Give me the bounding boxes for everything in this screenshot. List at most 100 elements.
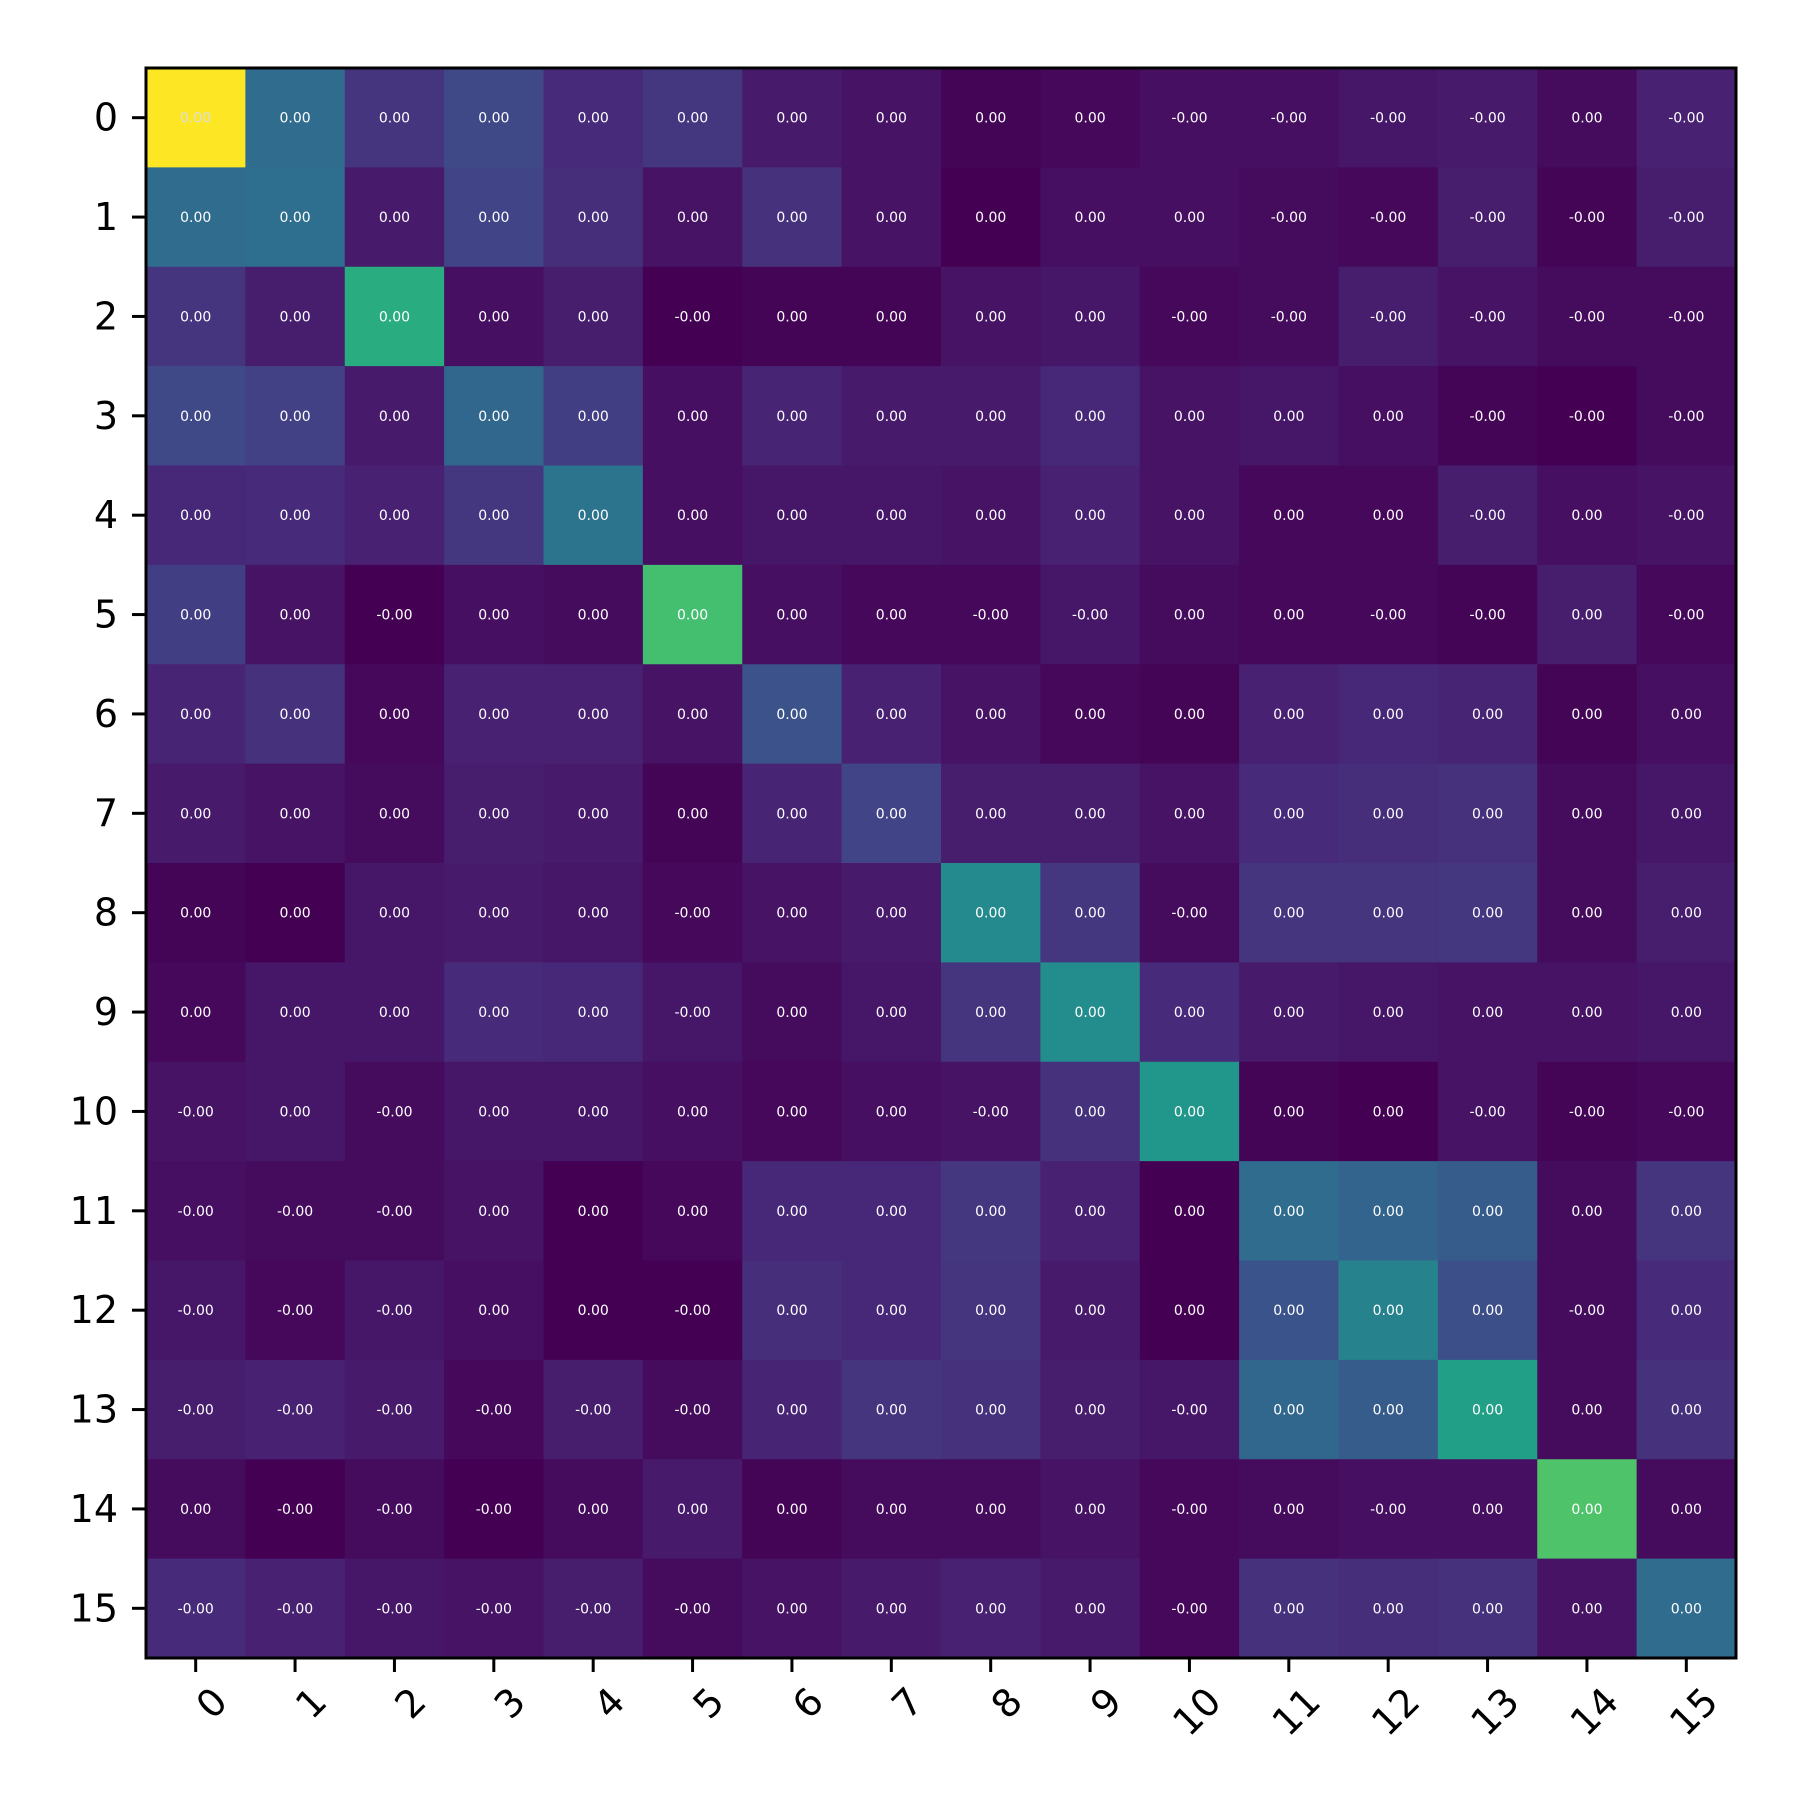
heatmap-cell-r1-c7 — [841, 167, 942, 268]
cell-value-label: -0.00 — [674, 906, 710, 922]
heatmap-cell-r5-c1 — [245, 564, 346, 665]
heatmap-cell-r9-c10 — [1139, 962, 1240, 1063]
heatmap-cell-r0-c4 — [543, 68, 644, 168]
heatmap-cell-r14-c7 — [841, 1459, 942, 1560]
heatmap-cell-r4-c4 — [543, 465, 644, 566]
cell-value-label: 0.00 — [478, 309, 509, 325]
heatmap-cell-r1-c12 — [1338, 167, 1439, 268]
cell-value-label: 0.00 — [677, 806, 708, 822]
cell-value-label: 0.00 — [379, 210, 410, 226]
cell-value-label: 0.00 — [876, 1204, 907, 1220]
heatmap-cell-r6-c7 — [841, 664, 942, 765]
cell-value-label: 0.00 — [1174, 210, 1205, 226]
cell-value-label: 0.00 — [1174, 1204, 1205, 1220]
cell-value-label: 0.00 — [975, 508, 1006, 524]
heatmap-cell-r15-c11 — [1239, 1558, 1340, 1659]
heatmap-cell-r15-c5 — [642, 1558, 743, 1659]
heatmap-cell-r15-c10 — [1139, 1558, 1240, 1659]
cell-value-label: 0.00 — [578, 1204, 609, 1220]
heatmap-cell-r7-c11 — [1239, 763, 1340, 864]
heatmap-cell-r11-c7 — [841, 1161, 942, 1262]
cell-value-label: 0.00 — [776, 1303, 807, 1319]
heatmap-cell-r4-c5 — [642, 465, 743, 566]
cell-value-label: 0.00 — [677, 210, 708, 226]
cell-value-label: 0.00 — [279, 111, 310, 127]
cell-value-label: 0.00 — [379, 1005, 410, 1021]
cell-value-label: -0.00 — [1370, 309, 1406, 325]
heatmap-cell-r2-c14 — [1537, 266, 1638, 367]
heatmap-cell-r4-c1 — [245, 465, 346, 566]
heatmap-cell-r10-c8 — [941, 1061, 1041, 1162]
cell-value-label: 0.00 — [279, 906, 310, 922]
cell-value-label: 0.00 — [1373, 1005, 1404, 1021]
cell-value-label: -0.00 — [1469, 111, 1505, 127]
cell-value-label: 0.00 — [1074, 409, 1105, 425]
cell-value-label: 0.00 — [1174, 1005, 1205, 1021]
cell-value-label: 0.00 — [578, 906, 609, 922]
x-tick-label: 3 — [486, 1679, 534, 1727]
cell-value-label: 0.00 — [876, 111, 907, 127]
heatmap-cell-r6-c3 — [444, 664, 545, 765]
heatmap-cell-r1-c10 — [1139, 167, 1240, 268]
heatmap-cell-r2-c4 — [543, 266, 644, 367]
cell-value-label: -0.00 — [1668, 608, 1704, 624]
cell-value-label: 0.00 — [578, 508, 609, 524]
cell-value-label: 0.00 — [876, 1502, 907, 1518]
heatmap-cell-r0-c5 — [642, 68, 743, 168]
heatmap-cell-r2-c8 — [941, 266, 1041, 367]
heatmap-cell-r11-c12 — [1338, 1161, 1439, 1262]
heatmap-cell-r6-c4 — [543, 664, 644, 765]
heatmap-cell-r6-c1 — [245, 664, 346, 765]
heatmap-cell-r7-c7 — [841, 763, 942, 864]
cell-value-label: 0.00 — [578, 1303, 609, 1319]
cell-value-label: 0.00 — [1074, 906, 1105, 922]
cell-value-label: 0.00 — [876, 409, 907, 425]
heatmap-cell-r6-c5 — [642, 664, 743, 765]
cell-value-label: 0.00 — [1571, 608, 1602, 624]
cell-value-label: -0.00 — [1569, 210, 1605, 226]
heatmap-cell-r1-c6 — [742, 167, 843, 268]
heatmap-cell-r15-c12 — [1338, 1558, 1439, 1659]
y-tick-label: 6 — [94, 692, 118, 736]
heatmap-cell-r13-c5 — [642, 1359, 743, 1460]
cell-value-label: -0.00 — [1668, 111, 1704, 127]
cell-value-label: 0.00 — [876, 309, 907, 325]
heatmap-cell-r9-c7 — [841, 962, 942, 1063]
heatmap-cell-r13-c6 — [742, 1359, 843, 1460]
cell-value-label: 0.00 — [677, 111, 708, 127]
cell-value-label: 0.00 — [1074, 1303, 1105, 1319]
heatmap-cell-r3-c8 — [941, 366, 1041, 467]
cell-value-label: 0.00 — [279, 707, 310, 723]
cell-value-label: 0.00 — [379, 409, 410, 425]
cell-value-label: 0.00 — [1174, 508, 1205, 524]
cell-value-label: -0.00 — [575, 1601, 611, 1617]
heatmap-cell-r14-c3 — [444, 1459, 545, 1560]
heatmap-cell-r6-c12 — [1338, 664, 1439, 765]
cell-value-label: 0.00 — [677, 508, 708, 524]
heatmap-cell-r12-c6 — [742, 1260, 843, 1361]
y-tick-label: 9 — [94, 990, 118, 1034]
cell-value-label: 0.00 — [776, 210, 807, 226]
heatmap-cell-r0-c15 — [1636, 68, 1737, 168]
heatmap-cell-r7-c12 — [1338, 763, 1439, 864]
cell-value-label: -0.00 — [1469, 210, 1505, 226]
cell-value-label: 0.00 — [1273, 1601, 1304, 1617]
cell-value-label: 0.00 — [1472, 1403, 1503, 1419]
heatmap-cell-r8-c8 — [941, 863, 1041, 963]
heatmap-cell-r8-c6 — [742, 863, 843, 963]
heatmap-cell-r9-c5 — [642, 962, 743, 1063]
cell-value-label: -0.00 — [277, 1403, 313, 1419]
heatmap-cell-r8-c2 — [344, 863, 445, 963]
heatmap-cell-r13-c15 — [1636, 1359, 1737, 1460]
heatmap-cell-r12-c9 — [1040, 1260, 1141, 1361]
heatmap-cell-r1-c1 — [245, 167, 346, 268]
heatmap-cell-r1-c0 — [146, 167, 246, 268]
cell-value-label: 0.00 — [776, 906, 807, 922]
heatmap-cell-r1-c14 — [1537, 167, 1638, 268]
heatmap-cell-r5-c8 — [941, 564, 1041, 665]
heatmap-cell-r12-c8 — [941, 1260, 1041, 1361]
cell-value-label: 0.00 — [1571, 906, 1602, 922]
cell-value-label: 0.00 — [975, 1601, 1006, 1617]
heatmap-cell-r10-c12 — [1338, 1061, 1439, 1162]
cell-value-label: 0.00 — [876, 508, 907, 524]
